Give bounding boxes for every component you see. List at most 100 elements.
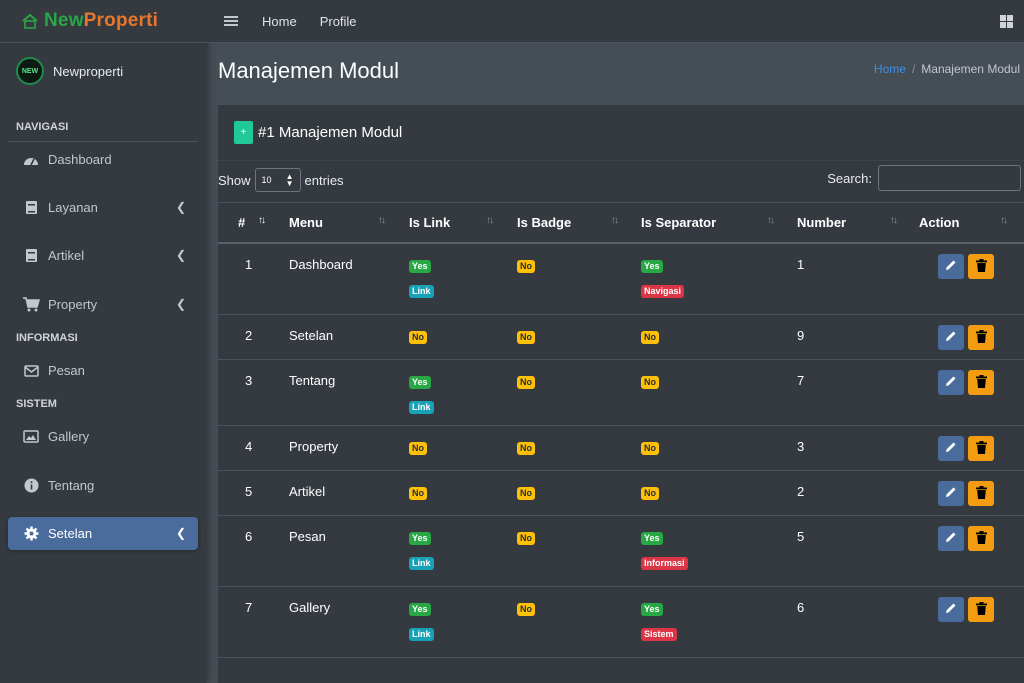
gear-icon xyxy=(22,525,40,543)
pencil-icon xyxy=(945,441,957,456)
sort-icon[interactable]: ↑↓ xyxy=(767,215,775,226)
nav-header-navigasi: NAVIGASI xyxy=(16,121,69,133)
is-badge-badge: No xyxy=(517,376,535,389)
col-is-link[interactable]: Is Link xyxy=(409,215,451,230)
entries-select[interactable]: 10 ▲ ▼ xyxy=(254,168,301,192)
link-tag-badge: Link xyxy=(409,401,434,414)
search-control: Search: xyxy=(827,165,1021,191)
sort-icon[interactable]: ↑↓ xyxy=(890,215,898,226)
is-link-badge: No xyxy=(409,331,427,344)
row-number-value: 3 xyxy=(797,439,805,454)
row-menu: Dashboard xyxy=(289,257,353,272)
add-modul-button[interactable]: + xyxy=(234,121,253,144)
edit-button[interactable] xyxy=(938,481,964,506)
sidebar-item-pesan[interactable]: Pesan xyxy=(8,354,198,387)
sidebar-item-property[interactable]: Property ❮ xyxy=(8,288,198,321)
table-row: 4 Property No No No 3 xyxy=(218,426,1024,471)
sidebar-item-gallery[interactable]: Gallery xyxy=(8,420,198,453)
row-number-value: 9 xyxy=(797,328,805,343)
sort-icon[interactable]: ↑↓ xyxy=(1000,215,1008,226)
link-tag-badge: Link xyxy=(409,628,434,641)
search-input[interactable] xyxy=(878,165,1021,191)
row-menu: Property xyxy=(289,439,339,454)
row-number: 5 xyxy=(245,484,253,499)
delete-button[interactable] xyxy=(968,254,994,279)
is-badge-badge: No xyxy=(517,442,535,455)
table-row: 1 Dashboard Yes Link No Yes Navigasi 1 xyxy=(218,244,1024,315)
table-controls: Show 10 ▲ ▼ entries Search: xyxy=(218,164,1024,196)
sort-icon[interactable]: ↑↓ xyxy=(486,215,494,226)
book-icon xyxy=(22,199,40,217)
grid-icon[interactable] xyxy=(1000,15,1013,28)
breadcrumb-home[interactable]: Home xyxy=(873,62,906,76)
col-is-badge[interactable]: Is Badge xyxy=(517,215,572,230)
brand-name: NewProperti xyxy=(44,10,159,31)
is-separator-badge: Yes xyxy=(641,532,663,545)
sidebar-item-layanan[interactable]: Layanan ❮ xyxy=(8,191,198,224)
delete-button[interactable] xyxy=(968,370,994,395)
sidebar-item-dashboard[interactable]: Dashboard xyxy=(8,143,198,176)
is-separator-badge: No xyxy=(641,376,659,389)
modul-table: # ↑↓ Menu ↑↓ Is Link ↑↓ Is Badge ↑↓ Is S… xyxy=(218,202,1024,658)
nav-home-link[interactable]: Home xyxy=(262,13,297,29)
sidebar-item-setelan[interactable]: Setelan ❮ xyxy=(8,517,198,550)
user-name[interactable]: Newproperti xyxy=(53,64,124,79)
brand[interactable]: NewProperti xyxy=(0,0,206,43)
edit-button[interactable] xyxy=(938,325,964,350)
row-number-value: 7 xyxy=(797,373,805,388)
row-number-value: 2 xyxy=(797,484,805,499)
sidebar-item-artikel[interactable]: Artikel ❮ xyxy=(8,239,198,272)
user-panel[interactable]: NEW Newproperti xyxy=(8,43,198,142)
envelope-icon xyxy=(22,362,40,380)
row-number: 6 xyxy=(245,529,253,544)
sort-icon[interactable]: ↑↓ xyxy=(378,215,386,226)
is-badge-badge: No xyxy=(517,532,535,545)
row-number-value: 5 xyxy=(797,529,805,544)
edit-button[interactable] xyxy=(938,370,964,395)
entries-control: Show 10 ▲ ▼ entries xyxy=(218,168,344,192)
is-separator-badge: No xyxy=(641,442,659,455)
nav-profile-link[interactable]: Profile xyxy=(319,13,357,29)
row-number-value: 6 xyxy=(797,600,805,615)
pencil-icon xyxy=(945,602,957,617)
row-menu: Artikel xyxy=(289,484,326,499)
col-is-separator[interactable]: Is Separator xyxy=(641,215,717,230)
hamburger-icon[interactable] xyxy=(224,14,238,28)
edit-button[interactable] xyxy=(938,254,964,279)
pencil-icon xyxy=(945,486,957,501)
is-separator-badge: No xyxy=(641,487,659,500)
row-number: 4 xyxy=(245,439,253,454)
col-action[interactable]: Action xyxy=(919,215,960,230)
pencil-icon xyxy=(945,259,957,274)
edit-button[interactable] xyxy=(938,526,964,551)
row-menu: Tentang xyxy=(289,373,336,388)
card-header: + #1 Manajemen Modul xyxy=(218,105,1024,161)
delete-button[interactable] xyxy=(968,526,994,551)
col-no[interactable]: # xyxy=(238,215,246,230)
sort-asc-icon[interactable]: ↑↓ xyxy=(258,215,266,226)
sort-icon[interactable]: ↑↓ xyxy=(611,215,619,226)
delete-button[interactable] xyxy=(968,481,994,506)
col-number[interactable]: Number xyxy=(797,215,847,230)
link-tag-badge: Link xyxy=(409,285,434,298)
trash-icon xyxy=(975,485,987,502)
trash-icon xyxy=(975,329,987,346)
is-link-badge: Yes xyxy=(409,603,431,616)
chevron-left-icon: ❮ xyxy=(175,248,186,262)
sidebar-item-tentang[interactable]: Tentang xyxy=(8,469,198,502)
row-number: 3 xyxy=(245,373,253,388)
is-link-badge: Yes xyxy=(409,376,431,389)
row-number: 7 xyxy=(245,600,253,615)
is-separator-badge: Yes xyxy=(641,603,663,616)
is-link-badge: No xyxy=(409,442,427,455)
delete-button[interactable] xyxy=(968,436,994,461)
edit-button[interactable] xyxy=(938,597,964,622)
table-row: 7 Gallery Yes Link No Yes Sistem 6 xyxy=(218,587,1024,658)
col-menu[interactable]: Menu xyxy=(289,215,323,230)
table-row: 5 Artikel No No No 2 xyxy=(218,471,1024,516)
delete-button[interactable] xyxy=(968,597,994,622)
edit-button[interactable] xyxy=(938,436,964,461)
select-arrows-icon: ▲ ▼ xyxy=(285,172,294,188)
delete-button[interactable] xyxy=(968,325,994,350)
separator-tag-badge: Informasi xyxy=(641,557,688,570)
